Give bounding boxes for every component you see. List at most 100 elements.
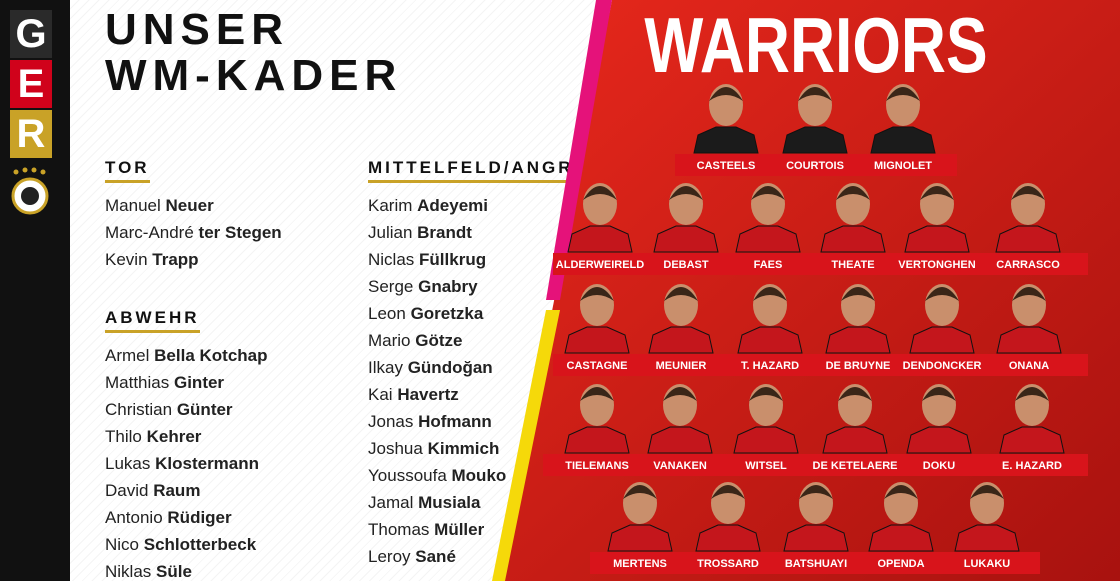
last-name: Rüdiger (167, 508, 232, 527)
name-bar (553, 354, 1088, 376)
player-name: Joshua Kimmich (368, 439, 499, 459)
player-name: Mario Götze (368, 331, 462, 351)
last-name: Günter (176, 400, 233, 419)
name-bar (553, 253, 1088, 275)
player-label: DENDONCKER (903, 360, 982, 372)
first-name: Matthias (105, 373, 170, 392)
first-name: Marc-André (105, 223, 194, 242)
player-name: Marc-André ter Stegen (105, 223, 282, 243)
player-label: DE KETELAERE (813, 460, 898, 472)
hair (753, 287, 787, 301)
player-label: TROSSARD (697, 558, 759, 570)
player-label: OPENDA (877, 558, 924, 570)
player-name: Antonio Rüdiger (105, 508, 232, 528)
last-name: Bella Kotchap (154, 346, 268, 365)
jersey (999, 426, 1065, 454)
player-name: Niklas Süle (105, 562, 192, 582)
last-name: Kehrer (146, 427, 202, 446)
last-name: Müller (434, 520, 485, 539)
jersey (735, 225, 801, 253)
player-name: Kevin Trapp (105, 250, 199, 270)
jersey (825, 326, 891, 354)
last-name: Raum (153, 481, 201, 500)
player-label: BATSHUAYI (785, 558, 847, 570)
hair (1011, 186, 1045, 200)
first-name: Manuel (105, 196, 161, 215)
last-name: Havertz (397, 385, 459, 404)
jersey (783, 524, 849, 552)
hair (669, 186, 703, 200)
last-name: Sané (415, 547, 456, 566)
last-name: Goretzka (410, 304, 484, 323)
first-name: Kevin (105, 250, 148, 269)
panel-title: WARRIORS (644, 1, 987, 88)
jersey (954, 524, 1020, 552)
hair (798, 87, 832, 101)
hair (663, 387, 697, 401)
last-name: Gnabry (418, 277, 478, 296)
jersey (648, 326, 714, 354)
hair (711, 485, 745, 499)
hair (623, 485, 657, 499)
crest (11, 167, 49, 215)
first-name: Leon (368, 304, 406, 323)
section-title: ABWEHR (105, 308, 200, 333)
section-title: MITTELFELD/ANGR (368, 158, 574, 183)
last-name: Kimmich (427, 439, 500, 458)
hair (751, 186, 785, 200)
player-label: VANAKEN (653, 460, 707, 472)
last-name: Klostermann (155, 454, 260, 473)
hair (799, 485, 833, 499)
last-name: Musiala (418, 493, 481, 512)
jersey (737, 326, 803, 354)
player-label: CASTAGNE (567, 360, 628, 372)
player-label: CASTEELS (697, 160, 756, 172)
hair (922, 387, 956, 401)
hair (1012, 287, 1046, 301)
jersey (564, 326, 630, 354)
badge-letter: E (10, 60, 52, 108)
name-bar (543, 454, 1088, 476)
badge-letter: G (10, 10, 52, 58)
player-name: Youssoufa Mouko (368, 466, 506, 486)
player-name: Lukas Klostermann (105, 454, 259, 474)
player-label: DE BRUYNE (826, 360, 891, 372)
jersey (870, 126, 936, 154)
player-label: TIELEMANS (565, 460, 629, 472)
player-name: Jamal Musiala (368, 493, 480, 513)
last-name: Schlotterbeck (143, 535, 257, 554)
hair (583, 186, 617, 200)
hair (838, 387, 872, 401)
hair (925, 287, 959, 301)
hair (836, 186, 870, 200)
first-name: Joshua (368, 439, 423, 458)
player-name: David Raum (105, 481, 200, 501)
first-name: Jonas (368, 412, 414, 431)
jersey (564, 426, 630, 454)
last-name: Hofmann (418, 412, 492, 431)
first-name: Leroy (368, 547, 411, 566)
first-name: Niklas (105, 562, 152, 581)
player-label: MEUNIER (656, 360, 707, 372)
player-name: Kai Havertz (368, 385, 459, 405)
player-name: Armel Bella Kotchap (105, 346, 268, 366)
first-name: Jamal (368, 493, 414, 512)
player-label: VERTONGHEN (898, 259, 975, 271)
first-name: Mario (368, 331, 411, 350)
player-label: CARRASCO (996, 259, 1060, 271)
last-name: Gündoğan (407, 358, 493, 377)
player-name: Jonas Hofmann (368, 412, 492, 432)
hair (920, 186, 954, 200)
hair (1015, 387, 1049, 401)
last-name: Götze (415, 331, 463, 350)
jersey (909, 326, 975, 354)
name-bar (590, 552, 1040, 574)
player-label: MIGNOLET (874, 160, 932, 172)
player-name: Matthias Ginter (105, 373, 224, 393)
first-name: Youssoufa (368, 466, 447, 485)
player-label: DOKU (923, 460, 955, 472)
hair (841, 287, 875, 301)
first-name: Julian (368, 223, 413, 242)
player-label: E. HAZARD (1002, 460, 1062, 472)
